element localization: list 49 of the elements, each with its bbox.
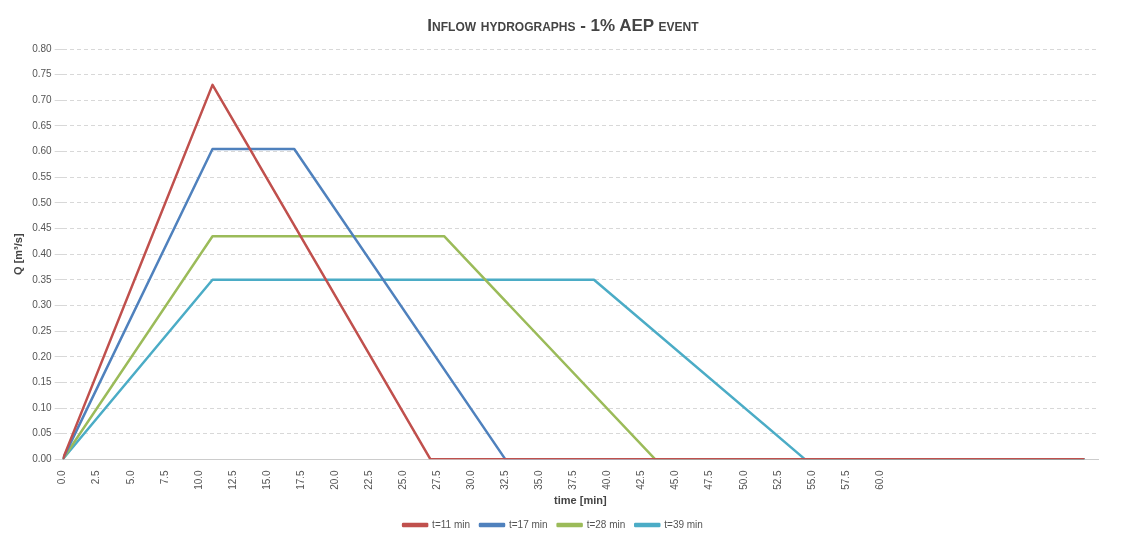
x-tick-label: 30.0 (465, 469, 477, 490)
y-tick-label: 0.50 (32, 196, 53, 208)
x-tick-label: 27.5 (431, 469, 443, 490)
y-tick-label: 0.25 (32, 324, 53, 336)
y-tick-label: 0.70 (32, 94, 53, 106)
x-tick-label: 2.5 (90, 469, 102, 485)
x-tick-label: 52.5 (771, 469, 783, 490)
y-tick-label: 0.00 (32, 453, 53, 465)
y-tick-label: 0.15 (32, 376, 53, 388)
x-axis-title: time [min] (554, 494, 607, 507)
x-tick-label: 7.5 (158, 469, 170, 485)
y-tick-label: 0.80 (32, 42, 53, 54)
y-tick-label: 0.30 (32, 299, 53, 311)
x-tick-label: 10.0 (192, 469, 204, 490)
x-tick-label: 55.0 (805, 469, 817, 490)
x-tick-label: 17.5 (294, 469, 306, 490)
legend-label: t=11 min (432, 518, 470, 530)
x-tick-label: 15.0 (260, 469, 272, 490)
y-tick-label: 0.10 (32, 401, 53, 413)
y-tick-label: 0.75 (32, 68, 53, 80)
chart-title: Inflow hydrographs - 1% AEP event (426, 15, 700, 37)
legend-label: t=28 min (586, 518, 626, 530)
x-tick-label: 22.5 (362, 469, 374, 490)
y-tick-label: 0.65 (32, 119, 53, 131)
y-tick-label: 0.20 (32, 350, 53, 362)
x-tick-label: 20.0 (328, 469, 340, 490)
x-tick-label: 5.0 (124, 469, 136, 485)
y-tick-label: 0.40 (32, 247, 53, 259)
x-tick-label: 47.5 (703, 469, 715, 490)
x-tick-label: 37.5 (567, 469, 579, 490)
y-tick-label: 0.45 (32, 222, 53, 234)
y-tick-label: 0.05 (32, 427, 53, 439)
legend-label: t=17 min (509, 518, 548, 530)
x-tick-label: 32.5 (499, 469, 511, 490)
x-tick-label: 60.0 (873, 469, 885, 490)
x-tick-label: 0.0 (56, 469, 68, 485)
y-tick-label: 0.35 (32, 273, 53, 285)
x-tick-label: 25.0 (396, 469, 408, 490)
x-tick-label: 57.5 (839, 469, 851, 490)
y-tick-label: 0.60 (32, 145, 53, 157)
x-tick-label: 35.0 (533, 469, 545, 490)
x-tick-label: 12.5 (226, 469, 238, 490)
x-tick-label: 42.5 (635, 469, 647, 490)
x-tick-label: 40.0 (601, 469, 613, 490)
y-axis-title: Q [m³/s] (11, 233, 24, 275)
x-tick-label: 45.0 (669, 469, 681, 490)
y-tick-label: 0.55 (32, 170, 53, 182)
legend-label: t=39 min (664, 518, 703, 530)
x-tick-label: 50.0 (737, 469, 749, 490)
